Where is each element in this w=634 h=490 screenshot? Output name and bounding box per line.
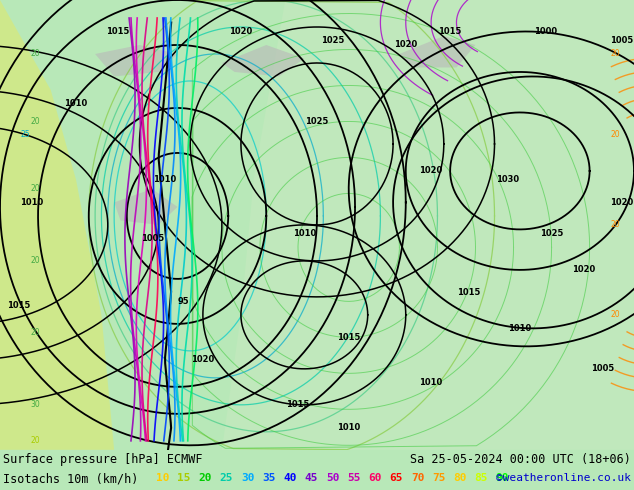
Text: 95: 95	[178, 297, 190, 306]
Text: 1020: 1020	[394, 41, 417, 49]
Text: 1025: 1025	[540, 229, 563, 239]
Text: 20: 20	[30, 184, 40, 194]
Polygon shape	[399, 36, 476, 68]
Polygon shape	[114, 189, 178, 225]
Text: 1010: 1010	[508, 324, 531, 333]
Text: 75: 75	[432, 473, 446, 483]
Text: 1010: 1010	[337, 423, 360, 432]
Text: 20: 20	[610, 220, 620, 229]
Text: 20: 20	[30, 117, 40, 126]
Text: 60: 60	[368, 473, 382, 483]
Text: 1020: 1020	[572, 266, 595, 274]
Text: ©weatheronline.co.uk: ©weatheronline.co.uk	[496, 473, 631, 483]
Polygon shape	[95, 45, 178, 76]
Text: 20: 20	[610, 49, 620, 58]
Text: 1025: 1025	[321, 36, 344, 45]
Text: Surface pressure [hPa] ECMWF: Surface pressure [hPa] ECMWF	[3, 453, 202, 466]
Text: 70: 70	[411, 473, 424, 483]
Text: 1000: 1000	[534, 27, 557, 36]
Polygon shape	[0, 0, 114, 450]
Text: 20: 20	[30, 49, 40, 58]
Text: 90: 90	[496, 473, 509, 483]
Text: 20: 20	[610, 130, 620, 140]
Text: 55: 55	[347, 473, 361, 483]
Text: 65: 65	[390, 473, 403, 483]
Text: Sa 25-05-2024 00:00 UTC (18+06): Sa 25-05-2024 00:00 UTC (18+06)	[410, 453, 631, 466]
Text: 20: 20	[610, 310, 620, 319]
Text: 1015: 1015	[106, 27, 129, 36]
Text: 1020: 1020	[191, 355, 214, 365]
Text: Isotachs 10m (km/h): Isotachs 10m (km/h)	[3, 473, 138, 486]
Text: 1005: 1005	[610, 36, 633, 45]
Text: 20: 20	[30, 328, 40, 338]
Text: 1015: 1015	[337, 333, 360, 342]
Text: 20: 20	[198, 473, 212, 483]
Text: 1015: 1015	[8, 301, 30, 310]
Text: 1010: 1010	[153, 175, 176, 184]
Text: 30: 30	[241, 473, 254, 483]
Text: 1015: 1015	[439, 27, 462, 36]
Text: 85: 85	[475, 473, 488, 483]
Text: 1010: 1010	[293, 229, 316, 239]
Text: 1015: 1015	[287, 400, 309, 409]
Text: 20: 20	[30, 256, 40, 266]
Text: 1015: 1015	[458, 288, 481, 297]
Text: 1020: 1020	[230, 27, 252, 36]
Text: 1010: 1010	[20, 198, 43, 207]
Text: 45: 45	[305, 473, 318, 483]
Text: 40: 40	[283, 473, 297, 483]
Text: 25: 25	[20, 130, 30, 140]
Text: 50: 50	[326, 473, 339, 483]
Text: 1025: 1025	[306, 117, 328, 126]
Polygon shape	[222, 45, 304, 76]
Text: 80: 80	[453, 473, 467, 483]
Text: 15: 15	[178, 473, 191, 483]
Text: 1005: 1005	[591, 365, 614, 373]
Text: 1030: 1030	[496, 175, 519, 184]
Text: 1020: 1020	[610, 198, 633, 207]
Text: 25: 25	[220, 473, 233, 483]
Text: 30: 30	[30, 400, 40, 409]
Text: 35: 35	[262, 473, 276, 483]
Text: 1010: 1010	[65, 99, 87, 108]
Text: 1005: 1005	[141, 234, 164, 243]
Text: 20: 20	[30, 436, 40, 445]
Text: 10: 10	[156, 473, 169, 483]
Text: 1020: 1020	[420, 167, 443, 175]
Polygon shape	[222, 0, 634, 450]
Text: 1010: 1010	[420, 378, 443, 387]
